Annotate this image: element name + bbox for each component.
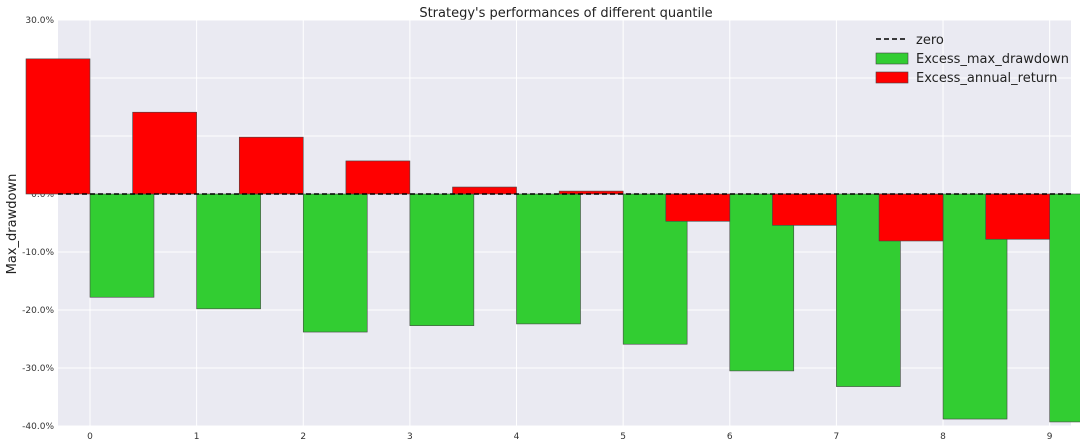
y-tick-label: 0.0% bbox=[31, 190, 54, 200]
y-axis-title: Max_drawdown bbox=[5, 174, 20, 275]
bar-excess-annual-return bbox=[985, 193, 1050, 240]
legend-label: Excess_annual_return bbox=[916, 71, 1057, 86]
bar-excess-annual-return bbox=[558, 190, 624, 195]
bar-excess-annual-return bbox=[665, 193, 731, 222]
x-tick-label: 6 bbox=[727, 432, 733, 442]
y-tick-label: -10.0% bbox=[22, 248, 54, 258]
bar-excess-annual-return bbox=[452, 186, 517, 195]
bar-excess-annual-return bbox=[132, 111, 197, 195]
bar-excess-annual-return bbox=[878, 193, 944, 242]
bar-excess-max-drawdown bbox=[409, 193, 475, 326]
plot-area: 30.0%20.0%10.0%0.0%-10.0%-20.0%-30.0%-40… bbox=[22, 16, 1080, 442]
legend: zero Excess_max_drawdown Excess_annual_ret… bbox=[875, 33, 1069, 86]
y-tick-label: 30.0% bbox=[25, 16, 54, 26]
x-tick-label: 5 bbox=[620, 432, 626, 442]
bar-excess-max-drawdown bbox=[302, 193, 368, 333]
x-tick-label: 9 bbox=[1047, 432, 1053, 442]
legend-label: Excess_max_drawdown bbox=[916, 52, 1069, 67]
x-tick-label: 7 bbox=[834, 432, 840, 442]
y-tick-label: -40.0% bbox=[22, 422, 54, 432]
chart-title: Strategy's performances of different qua… bbox=[419, 6, 712, 21]
x-tick-label: 4 bbox=[514, 432, 520, 442]
bar-excess-annual-return bbox=[772, 193, 837, 226]
legend-swatch bbox=[875, 52, 909, 65]
bar-excess-annual-return bbox=[238, 136, 304, 195]
x-tick-label: 3 bbox=[407, 432, 413, 442]
x-tick-label: 2 bbox=[300, 432, 306, 442]
bar-excess-annual-return bbox=[345, 160, 411, 195]
x-tick-label: 8 bbox=[940, 432, 946, 442]
y-tick-label: -20.0% bbox=[22, 306, 54, 316]
legend-swatch bbox=[875, 71, 909, 84]
bar-excess-max-drawdown bbox=[1049, 193, 1080, 423]
x-tick-label: 0 bbox=[87, 432, 93, 442]
bar-excess-annual-return bbox=[25, 58, 91, 195]
legend-label: zero bbox=[916, 33, 944, 48]
bar-excess-max-drawdown bbox=[89, 193, 155, 298]
bar-excess-max-drawdown bbox=[196, 193, 261, 310]
bar-excess-max-drawdown bbox=[516, 193, 581, 325]
x-tick-label: 1 bbox=[194, 432, 200, 442]
y-tick-label: -30.0% bbox=[22, 364, 54, 374]
